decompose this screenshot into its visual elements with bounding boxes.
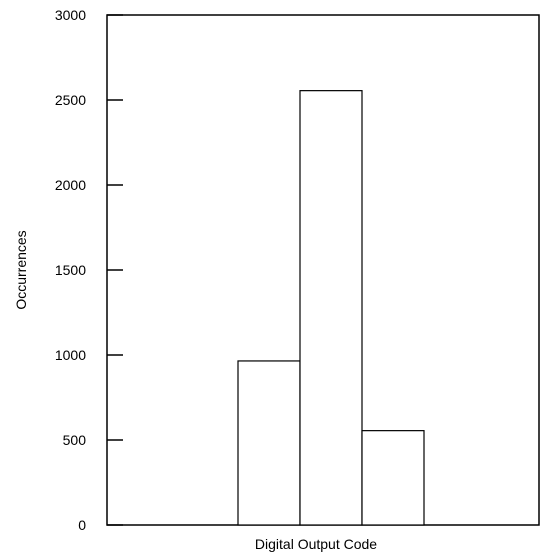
bar-3	[361, 430, 425, 526]
y-tick-label: 500	[63, 432, 87, 448]
x-axis-label: Digital Output Code	[255, 536, 377, 552]
y-axis-label: Occurrences	[13, 230, 29, 309]
bar-1	[237, 360, 301, 526]
bar-2	[299, 90, 363, 526]
y-tick-label: 3000	[55, 7, 86, 23]
y-tick-label: 2500	[55, 92, 86, 108]
y-axis-ticks: 0 500 1000 1500 2000 2500 3000	[55, 7, 123, 533]
y-tick-label: 0	[78, 517, 86, 533]
y-tick-label: 1500	[55, 262, 86, 278]
y-tick-label: 1000	[55, 347, 86, 363]
y-tick-label: 2000	[55, 177, 86, 193]
bars-group	[237, 90, 425, 526]
